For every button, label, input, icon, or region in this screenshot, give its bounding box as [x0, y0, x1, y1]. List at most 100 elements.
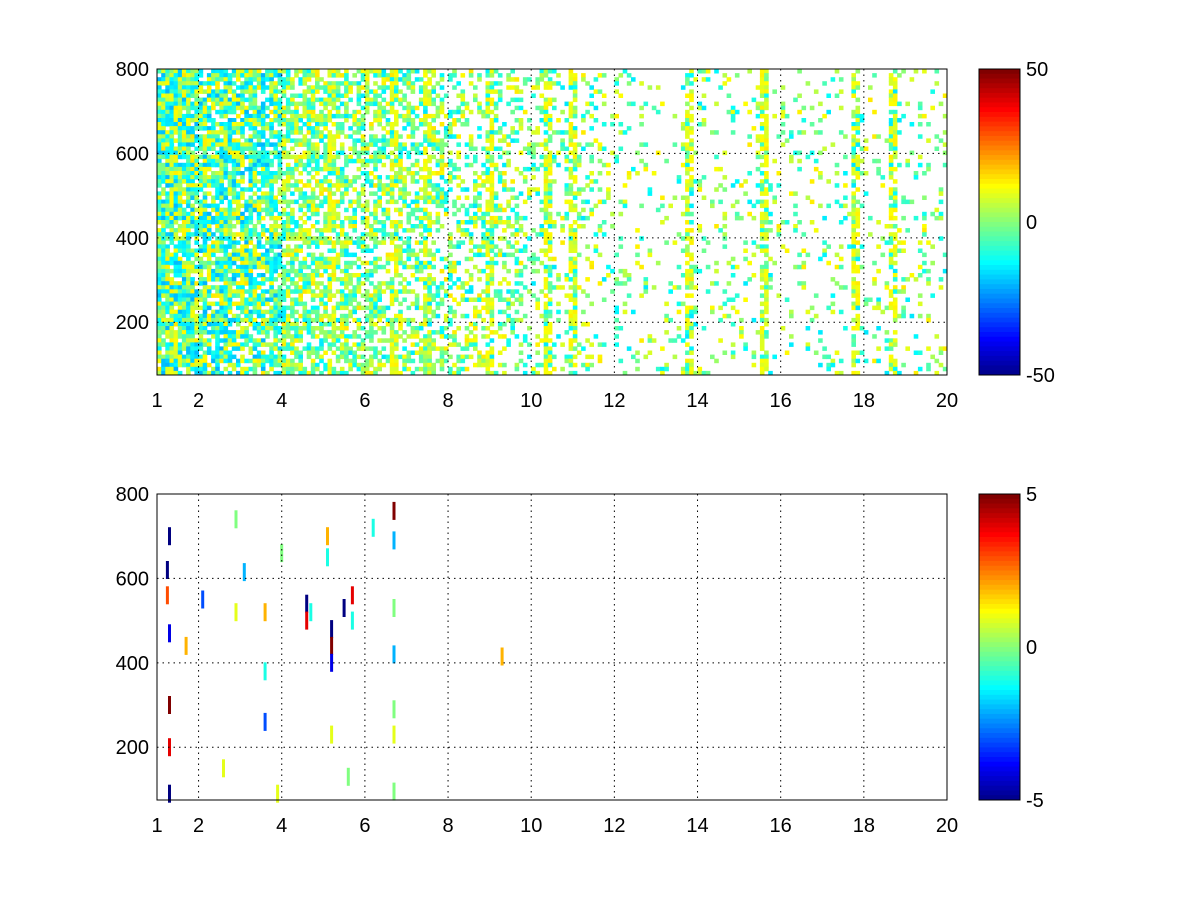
heatmap-cell	[211, 183, 216, 188]
heatmap-cell	[244, 154, 249, 160]
heatmap-cell	[173, 187, 179, 192]
heatmap-cell	[248, 338, 254, 343]
heatmap-cell	[157, 256, 162, 262]
heatmap-cell	[215, 330, 220, 335]
heatmap-cell	[256, 281, 262, 286]
heatmap-cell	[423, 183, 428, 188]
heatmap-cell	[265, 171, 270, 176]
heatmap-cell	[443, 313, 449, 319]
heatmap-cell	[219, 264, 224, 270]
heatmap-cell	[161, 281, 166, 286]
heatmap-cell	[269, 179, 274, 184]
heatmap-cell	[493, 118, 499, 123]
heatmap-cell	[310, 252, 316, 258]
heatmap-cell	[177, 273, 183, 278]
heatmap-cell	[294, 69, 299, 74]
heatmap-cell	[377, 175, 382, 180]
heatmap-cell	[161, 289, 166, 294]
heatmap-cell	[215, 85, 220, 90]
heatmap-cell	[194, 183, 199, 188]
heatmap-cell	[215, 338, 220, 343]
heatmap-cell	[273, 81, 278, 86]
heatmap-cell	[265, 175, 270, 180]
heatmap-cell	[543, 366, 549, 372]
heatmap-cell	[206, 158, 212, 164]
heatmap-cell	[394, 273, 399, 278]
heatmap-cell	[194, 199, 199, 205]
heatmap-cell	[335, 240, 341, 245]
heatmap-cell	[439, 85, 445, 90]
heatmap-cell	[215, 346, 220, 351]
heatmap-cell	[290, 358, 295, 364]
heatmap-cell	[364, 317, 370, 323]
heatmap-cell	[464, 211, 470, 217]
heatmap-cell	[543, 162, 549, 168]
heatmap-cell	[344, 338, 349, 343]
heatmap-cell	[473, 334, 478, 339]
heatmap-cell	[522, 109, 528, 115]
heatmap-cell	[173, 122, 179, 127]
heatmap-cell	[248, 81, 254, 86]
heatmap-cell	[269, 162, 274, 168]
heatmap-cell	[265, 85, 270, 90]
heatmap-cell	[352, 305, 357, 311]
heatmap-cell	[294, 224, 299, 229]
heatmap-cell	[248, 199, 254, 205]
heatmap-cell	[256, 354, 262, 360]
heatmap-cell	[506, 297, 511, 302]
heatmap-cell	[418, 142, 424, 147]
heatmap-cell	[236, 195, 241, 200]
heatmap-cell	[260, 113, 266, 119]
heatmap-cell	[402, 330, 407, 335]
heatmap-cell	[485, 166, 491, 172]
heatmap-cell	[223, 113, 229, 119]
heatmap-cell	[181, 162, 187, 168]
heatmap-cell	[194, 301, 199, 307]
heatmap-cell	[597, 187, 603, 192]
heatmap-cell	[552, 285, 557, 290]
heatmap-cell	[547, 211, 553, 217]
heatmap-cell	[348, 362, 353, 368]
heatmap-cell	[339, 330, 345, 335]
heatmap-cell	[298, 77, 303, 82]
heatmap-cell	[327, 171, 333, 176]
heatmap-cell	[219, 313, 224, 319]
heatmap-cell	[294, 130, 299, 135]
heatmap-cell	[689, 93, 694, 98]
heatmap-cell	[227, 85, 233, 90]
heatmap-cell	[198, 203, 204, 209]
heatmap-cell	[506, 268, 511, 274]
heatmap-cell	[186, 142, 191, 147]
heatmap-cell	[244, 203, 249, 209]
heatmap-cell	[543, 199, 549, 205]
heatmap-cell	[473, 362, 478, 368]
heatmap-cell	[402, 175, 407, 180]
heatmap-cell	[202, 248, 208, 253]
heatmap-cell	[177, 183, 183, 188]
heatmap-cell	[206, 85, 212, 90]
heatmap-cell	[373, 268, 378, 274]
heatmap-cell	[369, 293, 374, 298]
heatmap-cell	[211, 366, 216, 372]
heatmap-cell	[256, 330, 262, 335]
heatmap-cell	[157, 358, 162, 364]
heatmap-cell	[581, 207, 586, 213]
heatmap-cell	[394, 138, 399, 143]
heatmap-cell	[169, 142, 175, 147]
heatmap-cell	[389, 101, 395, 107]
heatmap-cell	[223, 289, 229, 294]
heatmap-cell	[206, 191, 212, 196]
heatmap-cell	[219, 309, 224, 315]
heatmap-cell	[489, 175, 495, 180]
heatmap-cell	[157, 105, 162, 111]
heatmap-cell	[406, 113, 412, 119]
heatmap-cell	[564, 199, 570, 205]
heatmap-cell	[265, 236, 270, 241]
heatmap-cell	[389, 350, 395, 355]
heatmap-cell	[248, 260, 254, 266]
heatmap-cell	[198, 154, 204, 160]
heatmap-cell	[564, 191, 570, 196]
heatmap-cell	[635, 252, 640, 258]
heatmap-cell	[194, 126, 199, 131]
heatmap-cell	[493, 252, 499, 258]
